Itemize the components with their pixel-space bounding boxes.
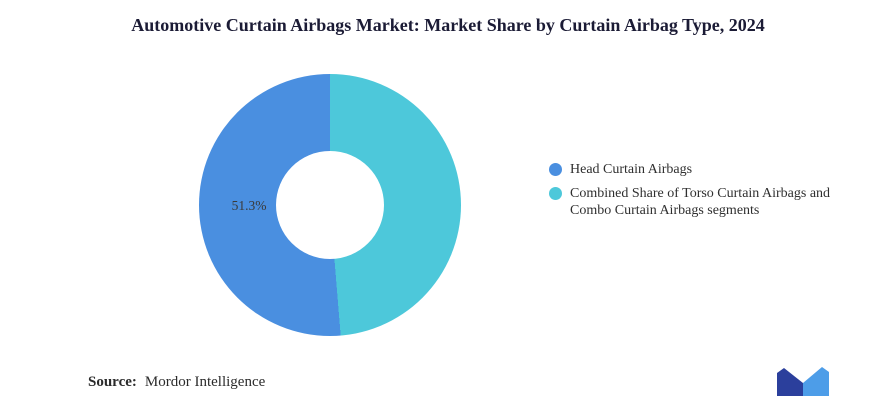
legend-dot-teal-icon <box>549 186 562 200</box>
source-line: Source: Mordor Intelligence <box>88 374 265 391</box>
donut-hole <box>276 151 384 259</box>
chart-title: Automotive Curtain Airbags Market: Marke… <box>131 15 765 35</box>
legend-label: Head Curtain Airbags <box>570 162 693 177</box>
donut-chart: 51.3% <box>199 74 461 336</box>
source-text: Mordor Intelligence <box>144 374 266 390</box>
slice-label-head-curtain: 51.3% <box>231 198 267 213</box>
legend: Head Curtain Airbags Combined Share of T… <box>549 161 839 220</box>
logo-light-shape <box>803 367 829 396</box>
legend-item-head-curtain: Head Curtain Airbags <box>549 161 839 179</box>
legend-label: Combined Share of Torso Curtain Airbags … <box>570 185 831 219</box>
legend-item-combined-share: Combined Share of Torso Curtain Airbags … <box>549 185 839 220</box>
source-label: Source: <box>88 374 137 390</box>
legend-dot-blue-icon <box>549 163 562 176</box>
logo-dark-shape <box>777 368 803 396</box>
mordor-intelligence-logo <box>777 367 829 396</box>
